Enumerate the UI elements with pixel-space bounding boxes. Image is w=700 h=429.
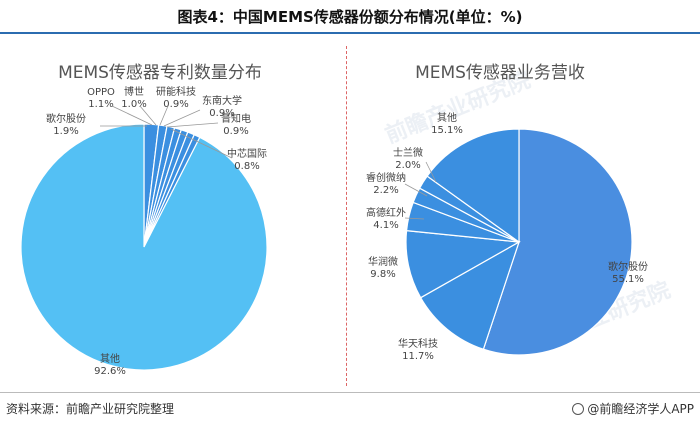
slice-revenue-6 xyxy=(426,128,520,244)
slice-label-value: 0.8% xyxy=(234,161,259,172)
slice-label-value: 55.1% xyxy=(612,274,644,285)
leader-line xyxy=(170,128,233,159)
slice-label-value: 11.7% xyxy=(402,351,434,362)
slice-label-name: 东南大学 xyxy=(202,94,242,107)
figure-title: 图表4：中国MEMS传感器份额分布情况(单位：%) xyxy=(177,8,523,26)
leader-line xyxy=(139,105,157,126)
slice-label-value: 2.0% xyxy=(395,160,420,171)
slice-label-name: OPPO xyxy=(87,87,115,98)
slice-label-name: 高德红外 xyxy=(366,206,406,219)
pie-charts: MEMS传感器专利数量分布 MEMS传感器业务营收 歌尔股份1.9%OPPO1.… xyxy=(20,63,648,377)
slice-label-name: 博世 xyxy=(124,85,144,98)
leader-line xyxy=(425,161,437,183)
slice-label-value: 2.2% xyxy=(373,185,398,196)
slice-label-name: 其他 xyxy=(100,352,120,365)
leader-line xyxy=(111,105,153,126)
brand-text: @前瞻经济学人APP xyxy=(587,402,694,416)
slice-label-name: 晋知电 xyxy=(221,112,251,125)
slice-revenue-1 xyxy=(419,240,521,351)
title-rule xyxy=(0,32,700,34)
leader-line xyxy=(163,109,201,127)
footer-rule xyxy=(0,392,700,393)
brand-logo-icon xyxy=(572,403,585,415)
slice-label-name: 华润微 xyxy=(368,255,398,268)
slice-label-name: 睿创微纳 xyxy=(366,171,406,184)
source-note: 资料来源：前瞻产业研究院整理 xyxy=(6,402,175,416)
slice-label-value: 92.6% xyxy=(94,366,126,377)
leader-line xyxy=(404,217,425,220)
slice-label-value: 0.9% xyxy=(163,99,188,110)
slice-label-value: 9.8% xyxy=(370,269,395,280)
slice-label-value: 4.1% xyxy=(373,220,398,231)
slice-label-name: 其他 xyxy=(437,111,457,124)
slice-patents-7 xyxy=(20,123,268,371)
slice-revenue-0 xyxy=(482,128,633,356)
slice-label-name: 中芯国际 xyxy=(227,147,267,160)
chart-divider xyxy=(346,46,347,386)
slice-label-name: 歌尔股份 xyxy=(608,260,648,273)
slice-label-name: 华天科技 xyxy=(398,337,438,350)
slice-label-value: 1.9% xyxy=(53,126,78,137)
leader-line xyxy=(404,183,428,197)
slice-label-value: 1.1% xyxy=(88,99,113,110)
slice-label-value: 15.1% xyxy=(431,125,463,136)
chart-title-patents: MEMS传感器专利数量分布 xyxy=(58,63,262,83)
slice-label-name: 研能科技 xyxy=(156,85,196,98)
brand-credit: @前瞻经济学人APP xyxy=(572,400,694,417)
slice-label-value: 1.0% xyxy=(121,99,146,110)
leader-line xyxy=(166,122,219,128)
leader-line xyxy=(159,105,169,126)
slice-label-name: 歌尔股份 xyxy=(46,112,86,125)
slice-label-name: 士兰微 xyxy=(393,146,423,159)
slice-label-value: 0.9% xyxy=(209,108,234,119)
slice-label-value: 0.9% xyxy=(223,126,248,137)
chart-title-revenue: MEMS传感器业务营收 xyxy=(415,63,585,83)
